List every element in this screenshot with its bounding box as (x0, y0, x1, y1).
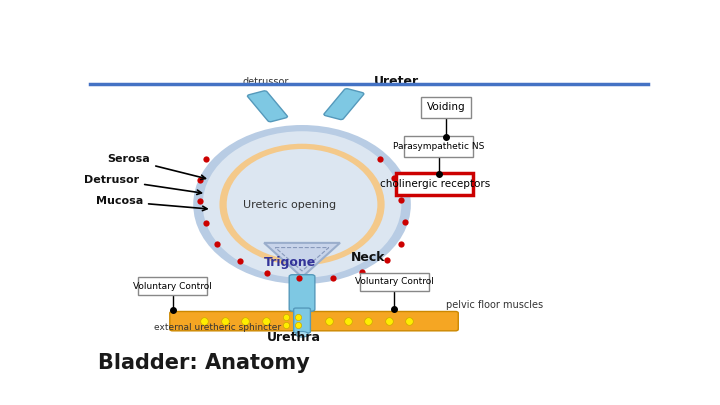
Text: external uretheric sphincter: external uretheric sphincter (153, 323, 281, 332)
Ellipse shape (193, 125, 411, 284)
FancyBboxPatch shape (289, 275, 315, 311)
Text: Bladder: Anatomy: Bladder: Anatomy (99, 353, 310, 373)
Text: Serosa: Serosa (107, 154, 205, 179)
Ellipse shape (296, 331, 308, 337)
Text: Ureteric opening: Ureteric opening (243, 200, 336, 209)
FancyBboxPatch shape (396, 173, 473, 195)
Text: Neck: Neck (351, 251, 386, 264)
FancyBboxPatch shape (359, 273, 428, 291)
Text: Parasympathetic NS: Parasympathetic NS (393, 142, 485, 151)
Text: Voluntary Control: Voluntary Control (133, 282, 212, 291)
Text: Urethra: Urethra (266, 330, 320, 343)
FancyBboxPatch shape (248, 91, 287, 122)
FancyBboxPatch shape (420, 97, 472, 118)
Ellipse shape (203, 131, 401, 278)
FancyBboxPatch shape (170, 311, 459, 331)
Ellipse shape (220, 144, 384, 265)
Text: pelvic floor muscles: pelvic floor muscles (446, 300, 543, 310)
FancyBboxPatch shape (138, 277, 207, 295)
Text: cholinergic receptors: cholinergic receptors (379, 179, 490, 189)
Text: Ureter: Ureter (374, 75, 418, 88)
Ellipse shape (227, 149, 377, 260)
FancyBboxPatch shape (324, 89, 364, 119)
FancyBboxPatch shape (404, 136, 473, 158)
Text: Voiding: Voiding (427, 102, 465, 112)
Text: Mucosa: Mucosa (96, 196, 207, 211)
Text: Trigone: Trigone (264, 256, 316, 269)
Text: Detrusor: Detrusor (84, 175, 202, 194)
Text: Voluntary Control: Voluntary Control (355, 277, 433, 286)
Text: detrussor: detrussor (243, 77, 289, 87)
Polygon shape (264, 243, 340, 277)
FancyBboxPatch shape (294, 308, 310, 333)
